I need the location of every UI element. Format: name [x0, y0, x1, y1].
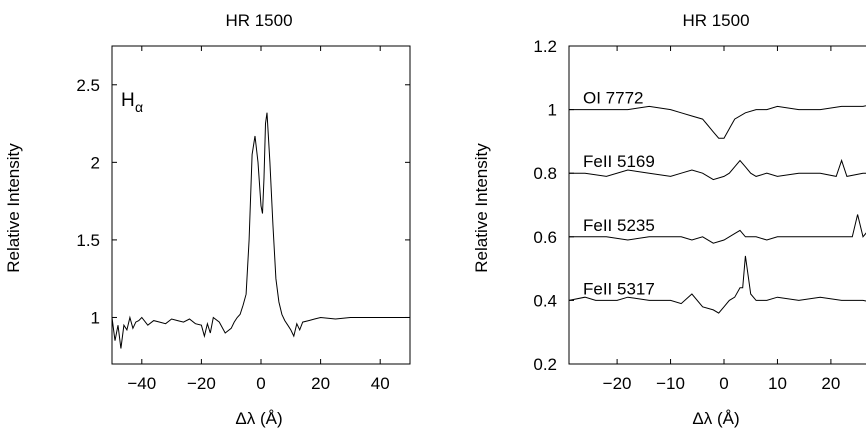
- series-line-0: [569, 105, 866, 139]
- y-tick-label: 0.4: [533, 291, 557, 310]
- series-label-2: FeII 5235: [583, 216, 655, 235]
- x-tick-label: 20: [821, 374, 840, 393]
- x-tick-label: −20: [603, 374, 632, 393]
- series-label-3: FeII 5317: [583, 279, 655, 298]
- y-tick-label: 2: [91, 153, 100, 172]
- series-label-0: OI 7772: [583, 89, 644, 108]
- series-line-3: [568, 255, 866, 314]
- right-chart-title: HR 1500: [682, 11, 749, 30]
- right-y-axis-label: Relative Intensity: [472, 143, 491, 273]
- series-label-1: FeII 5169: [583, 152, 655, 171]
- left-x-axis-label: Δλ (Å): [235, 409, 282, 428]
- right-series-lines: [568, 105, 866, 314]
- y-tick-label: 1.5: [76, 231, 100, 250]
- left-ticks: −40 −20 0 20 40 1 1.5 2 2.5: [76, 46, 410, 393]
- y-tick-label: 1: [548, 101, 557, 120]
- left-series-line: [111, 112, 410, 349]
- x-tick-label: 10: [768, 374, 787, 393]
- x-tick-label: −10: [656, 374, 685, 393]
- x-tick-label: −20: [187, 374, 216, 393]
- left-y-axis-label: Relative Intensity: [4, 143, 23, 273]
- left-chart-title: HR 1500: [225, 11, 292, 30]
- x-tick-label: −40: [127, 374, 156, 393]
- right-chart: HR 1500 Relative Intensity Δλ (Å) −20 −10…: [472, 11, 866, 428]
- y-tick-label: 1.2: [533, 37, 557, 56]
- x-tick-label: 20: [311, 374, 330, 393]
- x-tick-label: 0: [719, 374, 728, 393]
- y-tick-label: 2.5: [76, 76, 100, 95]
- left-annotation-alpha-sub: α: [135, 99, 143, 115]
- y-tick-label: 0.8: [533, 164, 557, 183]
- right-series-labels: OI 7772 FeII 5169 FeII 5235 FeII 5317: [583, 89, 655, 299]
- series-line-1: [569, 158, 866, 181]
- y-tick-label: 0.2: [533, 355, 557, 374]
- y-tick-label: 0.6: [533, 228, 557, 247]
- x-tick-label: 0: [256, 374, 265, 393]
- x-tick-label: 40: [371, 374, 390, 393]
- right-ticks: −20 −10 0 10 20 0.2 0.4 0.6 0.8 1 1.2: [533, 37, 840, 393]
- series-line-2: [569, 214, 866, 244]
- y-tick-label: 1: [91, 308, 100, 327]
- right-x-axis-label: Δλ (Å): [692, 409, 739, 428]
- left-chart: HR 1500 Relative Intensity Δλ (Å) −40 −20…: [4, 11, 411, 428]
- left-annotation-h-alpha: H: [121, 90, 135, 111]
